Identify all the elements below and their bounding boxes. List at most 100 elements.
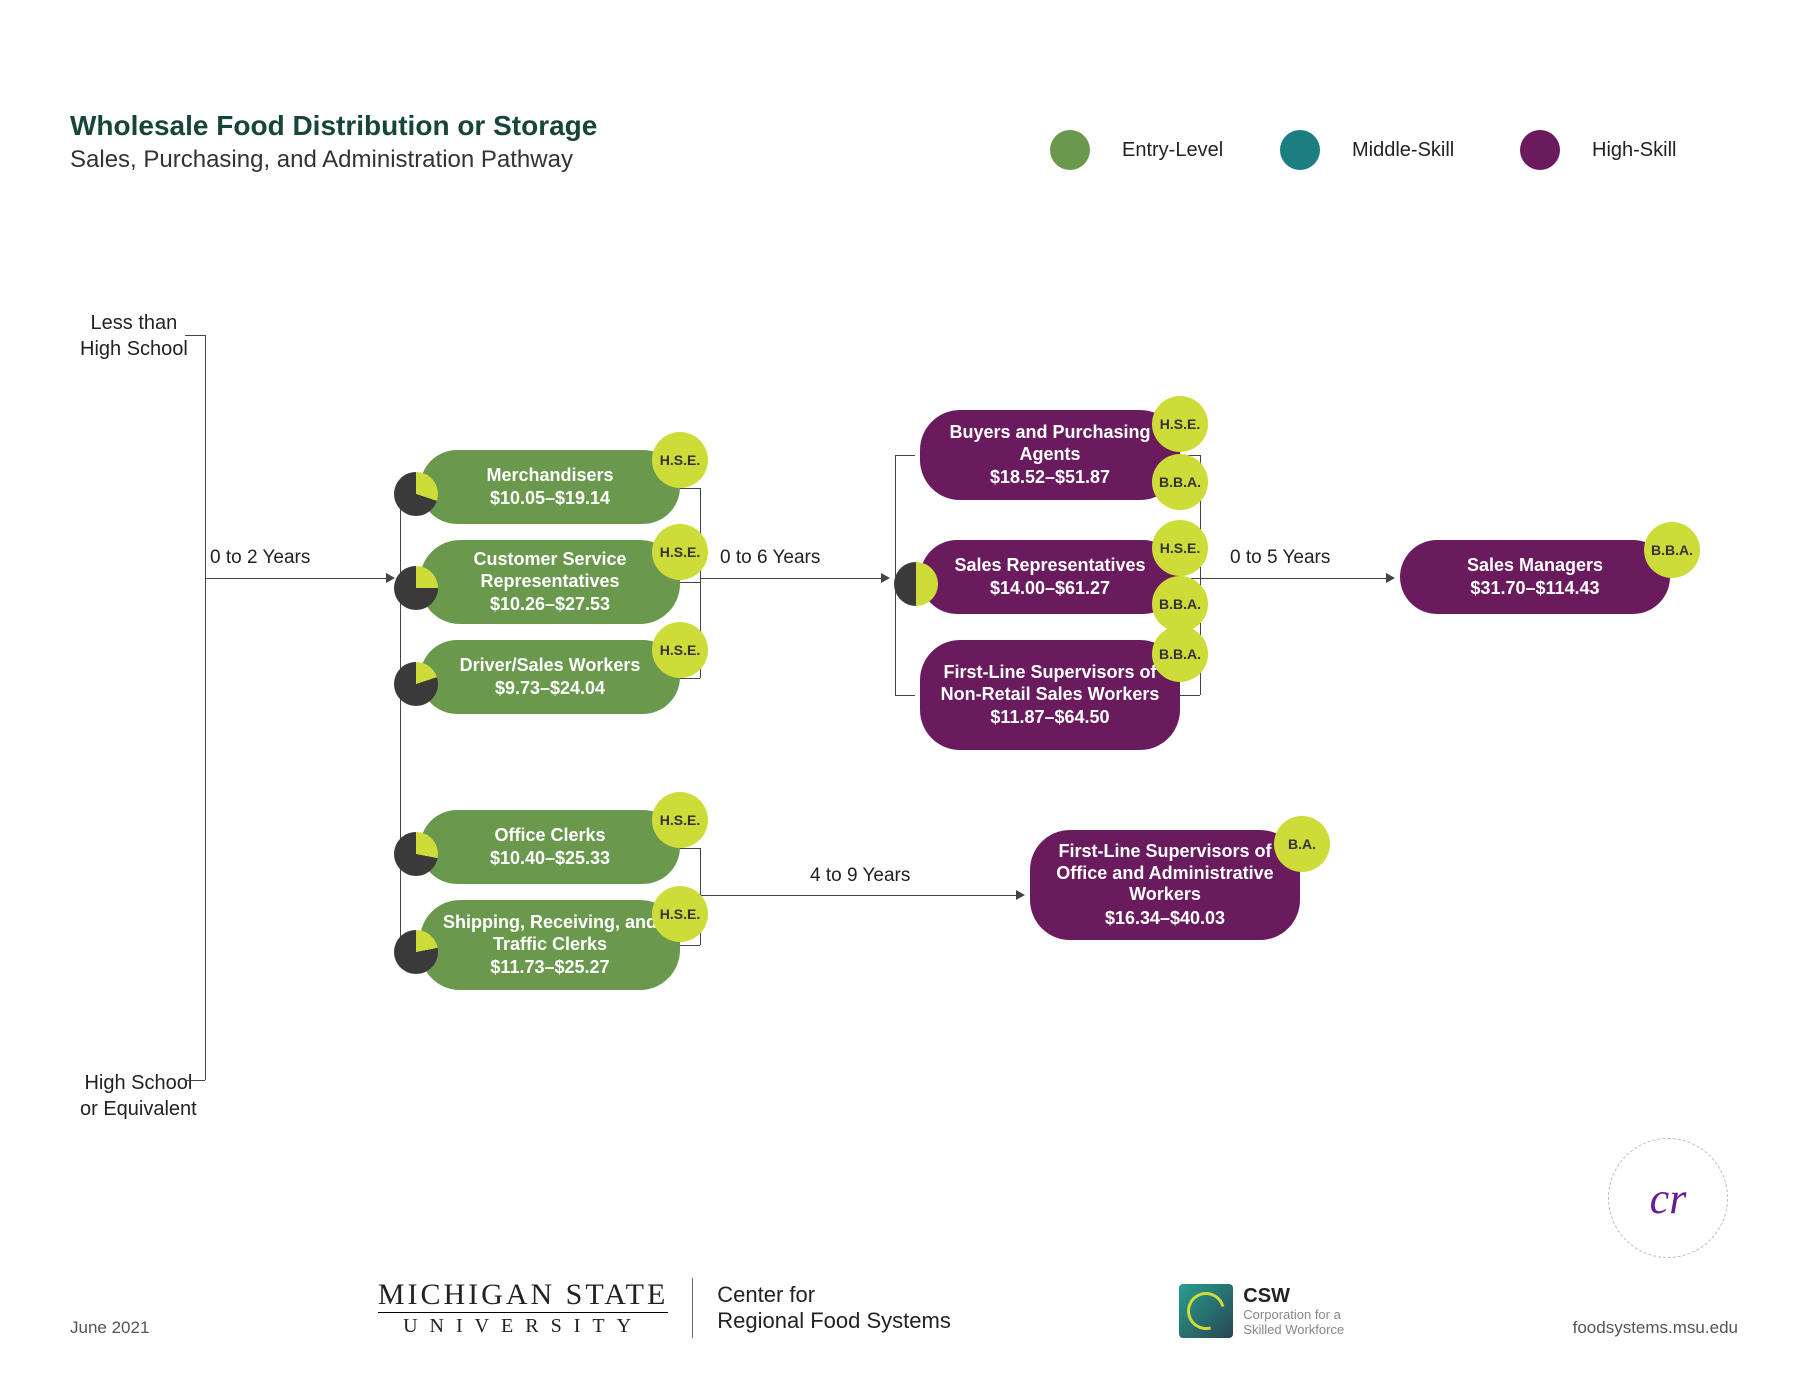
- footer-date: June 2021: [70, 1318, 149, 1338]
- csw-logo: CSW Corporation for a Skilled Workforce: [1179, 1284, 1344, 1338]
- csw-text: CSW Corporation for a Skilled Workforce: [1243, 1285, 1344, 1337]
- legend-dot-icon: [1280, 130, 1320, 170]
- connector: [1200, 578, 1391, 579]
- csw-icon: [1179, 1284, 1233, 1338]
- node-salary: $18.52–$51.87: [990, 467, 1110, 488]
- degree-badge: H.S.E.: [652, 432, 708, 488]
- years-label: 4 to 9 Years: [810, 865, 910, 887]
- connector: [680, 488, 700, 489]
- legend-label: Middle-Skill: [1352, 139, 1454, 162]
- career-node-buyers: Buyers and Purchasing Agents$18.52–$51.8…: [920, 410, 1180, 500]
- degree-badge: B.B.A.: [1152, 454, 1208, 510]
- career-node-office: Office Clerks$10.40–$25.33: [420, 810, 680, 884]
- csw-title: CSW: [1243, 1285, 1344, 1308]
- node-salary: $10.05–$19.14: [490, 488, 610, 509]
- connector: [680, 945, 700, 946]
- degree-badge: H.S.E.: [652, 622, 708, 678]
- connector: [1180, 695, 1200, 696]
- degree-badge: B.A.: [1274, 816, 1330, 872]
- connector: [205, 335, 206, 1080]
- node-title: Buyers and Purchasing Agents: [940, 422, 1160, 465]
- legend-item: Entry-Level: [1050, 130, 1223, 170]
- title-block: Wholesale Food Distribution or Storage S…: [70, 110, 597, 174]
- connector: [205, 578, 391, 579]
- years-label: 0 to 5 Years: [1230, 547, 1330, 569]
- crfs-line2: Regional Food Systems: [717, 1308, 951, 1334]
- crfs-line1: Center for: [717, 1282, 951, 1308]
- node-salary: $31.70–$114.43: [1470, 578, 1599, 599]
- node-title: Shipping, Receiving, and Traffic Clerks: [440, 912, 660, 955]
- footer-url: foodsystems.msu.edu: [1573, 1318, 1738, 1338]
- legend-label: High-Skill: [1592, 139, 1676, 162]
- csw-sub2: Skilled Workforce: [1243, 1323, 1344, 1337]
- career-node-merch: Merchandisers$10.05–$19.14: [420, 450, 680, 524]
- legend-dot-icon: [1050, 130, 1090, 170]
- legend-item: Middle-Skill: [1280, 130, 1454, 170]
- connector: [680, 678, 700, 679]
- degree-badge: B.B.A.: [1152, 576, 1208, 632]
- degree-badge: B.B.A.: [1644, 522, 1700, 578]
- degree-badge: H.S.E.: [652, 792, 708, 848]
- page-subtitle: Sales, Purchasing, and Administration Pa…: [70, 146, 597, 174]
- node-title: First-Line Supervisors of Office and Adm…: [1050, 841, 1280, 906]
- node-salary: $14.00–$61.27: [990, 578, 1110, 599]
- legend-item: High-Skill: [1520, 130, 1676, 170]
- arrowhead-icon: [386, 573, 395, 583]
- msu-line1: MICHIGAN STATE: [378, 1278, 668, 1312]
- connector: [185, 335, 205, 336]
- connector: [700, 578, 886, 579]
- career-node-csr: Customer Service Representatives$10.26–$…: [420, 540, 680, 624]
- node-salary: $11.73–$25.27: [490, 957, 609, 978]
- career-node-salesrep: Sales Representatives$14.00–$61.27: [920, 540, 1180, 614]
- csw-sub1: Corporation for a: [1243, 1308, 1344, 1322]
- page-title: Wholesale Food Distribution or Storage: [70, 110, 597, 142]
- cr-logo-icon: cr: [1650, 1173, 1687, 1224]
- designer-badge: cr: [1608, 1138, 1728, 1258]
- footer: June 2021 MICHIGAN STATE UNIVERSITY Cent…: [70, 1278, 1738, 1338]
- connector: [400, 488, 401, 945]
- axis-label-top: Less thanHigh School: [80, 310, 188, 362]
- connector: [185, 1080, 205, 1081]
- degree-badge: H.S.E.: [652, 886, 708, 942]
- pie-icon: [394, 662, 438, 706]
- degree-badge: B.B.A.: [1152, 626, 1208, 682]
- arrowhead-icon: [1386, 573, 1395, 583]
- node-title: Office Clerks: [494, 825, 605, 847]
- pie-icon: [394, 832, 438, 876]
- node-title: First-Line Supervisors of Non-Retail Sal…: [940, 662, 1160, 705]
- node-title: Customer Service Representatives: [440, 549, 660, 592]
- connector: [700, 895, 1021, 896]
- career-node-driver: Driver/Sales Workers$9.73–$24.04: [420, 640, 680, 714]
- pie-icon: [894, 562, 938, 606]
- connector: [895, 455, 915, 456]
- years-label: 0 to 2 Years: [210, 547, 310, 569]
- axis-label-bottom: High Schoolor Equivalent: [80, 1070, 197, 1122]
- connector: [680, 582, 700, 583]
- node-title: Driver/Sales Workers: [460, 655, 641, 677]
- pie-icon: [394, 566, 438, 610]
- node-salary: $10.26–$27.53: [490, 594, 610, 615]
- pie-icon: [394, 472, 438, 516]
- connector: [895, 695, 915, 696]
- msu-logo: MICHIGAN STATE UNIVERSITY: [378, 1278, 693, 1338]
- career-node-salesmgr: Sales Managers$31.70–$114.43: [1400, 540, 1670, 614]
- node-salary: $11.87–$64.50: [990, 707, 1109, 728]
- career-node-fls-sales: First-Line Supervisors of Non-Retail Sal…: [920, 640, 1180, 750]
- pie-icon: [394, 930, 438, 974]
- legend-dot-icon: [1520, 130, 1560, 170]
- career-node-ship: Shipping, Receiving, and Traffic Clerks$…: [420, 900, 680, 990]
- node-title: Merchandisers: [486, 465, 613, 487]
- degree-badge: H.S.E.: [1152, 520, 1208, 576]
- degree-badge: H.S.E.: [1152, 396, 1208, 452]
- node-salary: $16.34–$40.03: [1105, 908, 1225, 929]
- legend-label: Entry-Level: [1122, 139, 1223, 162]
- node-salary: $10.40–$25.33: [490, 848, 610, 869]
- connector: [680, 848, 700, 849]
- crfs-label: Center for Regional Food Systems: [693, 1282, 951, 1335]
- degree-badge: H.S.E.: [652, 524, 708, 580]
- arrowhead-icon: [1016, 890, 1025, 900]
- msu-line2: UNIVERSITY: [378, 1312, 668, 1338]
- node-salary: $9.73–$24.04: [495, 678, 605, 699]
- arrowhead-icon: [881, 573, 890, 583]
- years-label: 0 to 6 Years: [720, 547, 820, 569]
